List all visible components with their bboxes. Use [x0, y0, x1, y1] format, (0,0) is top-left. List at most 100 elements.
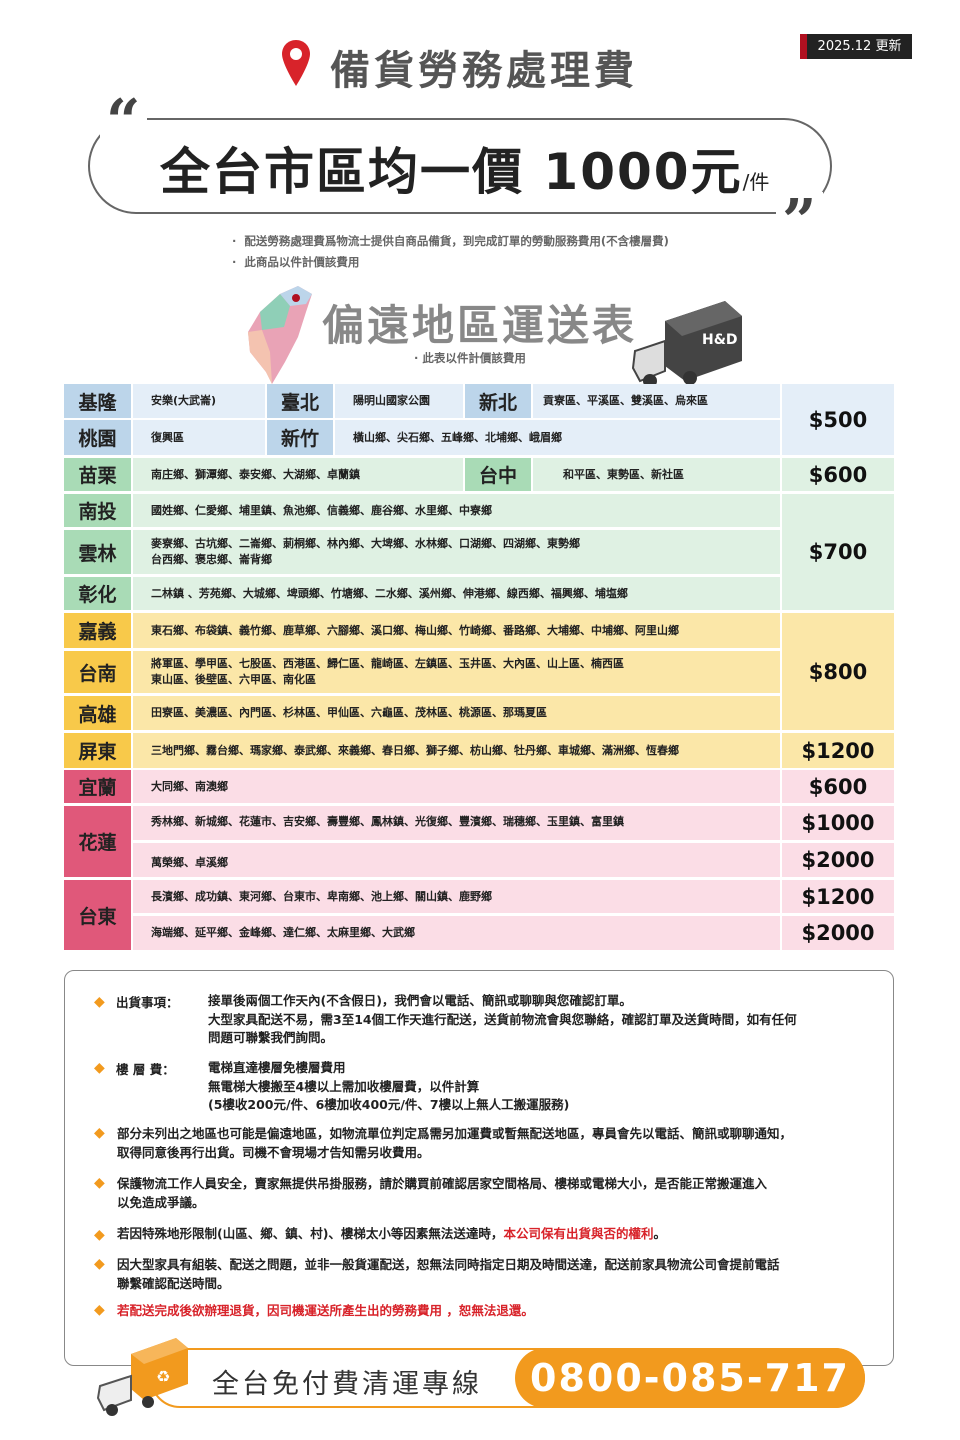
- areas-line: 東山區、後壁區、六甲區、南化區: [151, 673, 316, 686]
- note-line: 聯繫確認配送時間。: [117, 1275, 230, 1291]
- diamond-icon: ◆: [94, 1060, 105, 1076]
- price-cell: $600: [782, 770, 894, 803]
- areas-line: 麥寮鄉、古坑鄉、二崙鄉、莿桐鄉、林內鄉、大埤鄉、水林鄉、口湖鄉、四湖鄉、東勢鄉: [151, 537, 580, 550]
- region-hsinchu: 新竹: [267, 420, 333, 455]
- areas-hualien-1: 秀林鄉、新城鄉、花蓮市、吉安鄉、壽豐鄉、鳳林鎮、光復鄉、豐濱鄉、瑞穗鄉、玉里鎮、…: [133, 806, 780, 840]
- note-line: 接單後兩個工作天內(不含假日)，我們會以電話、簡訊或聊聊與您確認訂單。: [208, 993, 632, 1008]
- diamond-icon: ◆: [94, 1302, 105, 1318]
- note-line: 取得同意後再行出貨。司機不會現場才告知需另收費用。: [117, 1144, 430, 1160]
- region-taichung: 台中: [465, 458, 531, 491]
- close-quote-icon: ”: [776, 192, 823, 252]
- region-chiayi: 嘉義: [64, 613, 131, 648]
- areas-taichung: 和平區、東勢區、新社區: [533, 458, 780, 491]
- note-line: 問題可聯繫我們詢問。: [208, 1030, 334, 1045]
- recycle-truck-icon: ♻: [96, 1338, 188, 1416]
- hotline-label: 全台免付費清運專線: [212, 1369, 482, 1400]
- areas-miaoli: 南庄鄉、獅潭鄉、泰安鄉、大湖鄉、卓蘭鎮: [133, 458, 463, 491]
- price-cell: $1000: [782, 806, 894, 840]
- note-line: 以免造成爭議。: [117, 1194, 205, 1210]
- bullet-2: · 此商品以件計價該費用: [232, 255, 360, 269]
- region-keelung: 基隆: [64, 384, 131, 418]
- hotline-phone[interactable]: 0800-085-717: [515, 1348, 865, 1408]
- terrain-note: 若因特殊地形限制(山區、鄉、鎮、村)、樓梯太小等因素無法送達時，本公司保有出貨與…: [117, 1225, 666, 1244]
- region-yunlin: 雲林: [64, 530, 131, 574]
- update-date-badge: 2025.12 更新: [800, 34, 912, 59]
- floor-fee-label: 樓 層 費：: [116, 1062, 175, 1077]
- note-text: 。: [653, 1226, 666, 1241]
- areas-nantou: 國姓鄉、仁愛鄉、埔里鎮、魚池鄉、信義鄉、鹿谷鄉、水里鄉、中寮鄉: [133, 494, 780, 527]
- areas-line: 將軍區、學甲區、七股區、西港區、歸仁區、龍崎區、左鎮區、玉井區、大內區、山上區、…: [151, 657, 624, 670]
- price-cell: $700: [782, 494, 894, 610]
- open-quote-icon: “: [100, 92, 147, 152]
- diamond-icon: ◆: [94, 1125, 105, 1141]
- location-pin-icon: [282, 40, 310, 86]
- remote-table-title: 偏遠地區運送表: [322, 301, 638, 350]
- svg-text:H&D: H&D: [702, 332, 738, 348]
- region-kaohsiung: 高雄: [64, 696, 131, 730]
- remote-area-note: 部分未列出之地區也可能是偏遠地區，如物流單位判定爲需另加運費或暫無配送地區，專員…: [117, 1125, 792, 1162]
- region-changhua: 彰化: [64, 577, 131, 610]
- delivery-truck-icon: H&D: [631, 301, 742, 388]
- bullet-text: 配送勞務處理費爲物流士提供自商品備貨，到完成訂單的勞動服務費用(不含樓層費): [244, 234, 669, 248]
- areas-yunlin: 麥寮鄉、古坑鄉、二崙鄉、莿桐鄉、林內鄉、大埤鄉、水林鄉、口湖鄉、四湖鄉、東勢鄉台…: [133, 530, 780, 574]
- note-line: 大型家具配送不易，需3至14個工作天進行配送，送貨前物流會與您聯絡，確認訂單及送…: [208, 1011, 797, 1027]
- areas-taipei: 陽明山國家公園: [335, 384, 463, 418]
- svg-text:♻: ♻: [156, 1367, 170, 1386]
- areas-line: 台西鄉、褒忠鄉、崙背鄉: [151, 553, 272, 566]
- price-banner: [88, 118, 832, 214]
- bullet-1: · 配送勞務處理費爲物流士提供自商品備貨，到完成訂單的勞動服務費用(不含樓層費): [232, 234, 669, 248]
- note-line: 保護物流工作人員安全，賣家無提供吊掛服務，請於購買前確認居家空間格局、樓梯或電梯…: [117, 1176, 768, 1191]
- diamond-icon: ◆: [94, 1175, 105, 1191]
- page-title: 備貨勞務處理費: [330, 48, 638, 94]
- areas-kaohsiung: 田寮區、美濃區、內門區、杉林區、甲仙區、六龜區、茂林區、桃源區、那瑪夏區: [133, 696, 780, 730]
- price-unit: /件: [742, 170, 770, 194]
- region-miaoli: 苗栗: [64, 458, 131, 491]
- shipping-label: 出貨事項：: [116, 995, 179, 1010]
- delivery-time-note: 因大型家具有組裝、配送之問題，並非一般貨運配送，恕無法同時指定日期及時間送達，配…: [117, 1256, 780, 1293]
- note-line: (5樓收200元/件、6樓加收400元/件、7樓以上無人工搬運服務): [208, 1097, 570, 1112]
- price-cell: $500: [782, 384, 894, 455]
- diamond-icon: ◆: [94, 1227, 105, 1243]
- flat-price-text: 全台市區均一價 1000元: [160, 143, 743, 201]
- areas-hsinchu: 橫山鄉、尖石鄉、五峰鄉、北埔鄉、峨眉鄉: [335, 420, 780, 455]
- taiwan-map-icon: [248, 286, 312, 384]
- areas-changhua: 二林鎮 、芳苑鄉、大城鄉、埤頭鄉、竹塘鄉、二水鄉、溪州鄉、伸港鄉、線西鄉、福興鄉…: [133, 577, 780, 610]
- areas-new-taipei: 貢寮區、平溪區、雙溪區、烏來區: [533, 384, 780, 418]
- price-cell: $2000: [782, 843, 894, 877]
- areas-chiayi: 東石鄉、布袋鎮、義竹鄉、鹿草鄉、六腳鄉、溪口鄉、梅山鄉、竹崎鄉、番路鄉、大埔鄉、…: [133, 613, 780, 648]
- shipping-note: 接單後兩個工作天內(不含假日)，我們會以電話、簡訊或聊聊與您確認訂單。大型家具配…: [208, 992, 797, 1048]
- floor-fee-note: 電梯直達樓層免樓層費用 無電梯大樓搬至4樓以上需加收樓層費，以件計算 (5樓收200…: [208, 1059, 569, 1115]
- note-line: 電梯直達樓層免樓層費用: [208, 1060, 346, 1075]
- areas-hualien-2: 萬榮鄉、卓溪鄉: [133, 843, 780, 877]
- areas-taitung-1: 長濱鄉、成功鎮、東河鄉、台東市、卑南鄉、池上鄉、關山鎮、鹿野鄉: [133, 880, 780, 913]
- region-nantou: 南投: [64, 494, 131, 527]
- price-cell: $800: [782, 613, 894, 730]
- areas-yilan: 大同鄉、南澳鄉: [133, 770, 780, 803]
- region-hualien: 花蓮: [64, 806, 131, 877]
- diamond-icon: ◆: [94, 1256, 105, 1272]
- price-cell: $600: [782, 458, 894, 491]
- flat-price: 全台市區均一價 1000元/件: [160, 132, 769, 204]
- areas-taitung-2: 海端鄉、延平鄉、金峰鄉、達仁鄉、太麻里鄉、大武鄉: [133, 916, 780, 950]
- region-taoyuan: 桃園: [64, 420, 131, 455]
- return-note: 若配送完成後欲辦理退貨，因司機運送所產生出的勞務費用 ，恕無法退還。: [117, 1303, 534, 1318]
- note-line: 部分未列出之地區也可能是偏遠地區，如物流單位判定爲需另加運費或暫無配送地區，專員…: [117, 1126, 793, 1141]
- areas-keelung: 安樂(大武崙): [133, 384, 265, 418]
- region-new-taipei: 新北: [465, 384, 531, 418]
- note-red-text: 本公司保有出貨與否的權利: [503, 1226, 654, 1241]
- areas-taoyuan: 復興區: [133, 420, 265, 455]
- areas-pingtung: 三地門鄉、霧台鄉、瑪家鄉、泰武鄉、來義鄉、春日鄉、獅子鄉、枋山鄉、牡丹鄉、車城鄉…: [133, 733, 780, 768]
- region-pingtung: 屏東: [64, 733, 131, 768]
- diamond-icon: ◆: [94, 994, 105, 1010]
- price-cell: $1200: [782, 733, 894, 768]
- remote-table-subtitle: · 此表以件計價該費用: [414, 351, 526, 365]
- bullet-text: 此商品以件計價該費用: [244, 255, 360, 269]
- price-cell: $1200: [782, 880, 894, 913]
- region-tainan: 台南: [64, 651, 131, 693]
- areas-tainan: 將軍區、學甲區、七股區、西港區、歸仁區、龍崎區、左鎮區、玉井區、大內區、山上區、…: [133, 651, 780, 693]
- price-cell: $2000: [782, 916, 894, 950]
- note-text: 若因特殊地形限制(山區、鄉、鎮、村)、樓梯太小等因素無法送達時，: [117, 1226, 504, 1241]
- note-line: 因大型家具有組裝、配送之問題，並非一般貨運配送，恕無法同時指定日期及時間送達，配…: [117, 1257, 780, 1272]
- region-yilan: 宜蘭: [64, 770, 131, 803]
- region-taipei: 臺北: [267, 384, 333, 418]
